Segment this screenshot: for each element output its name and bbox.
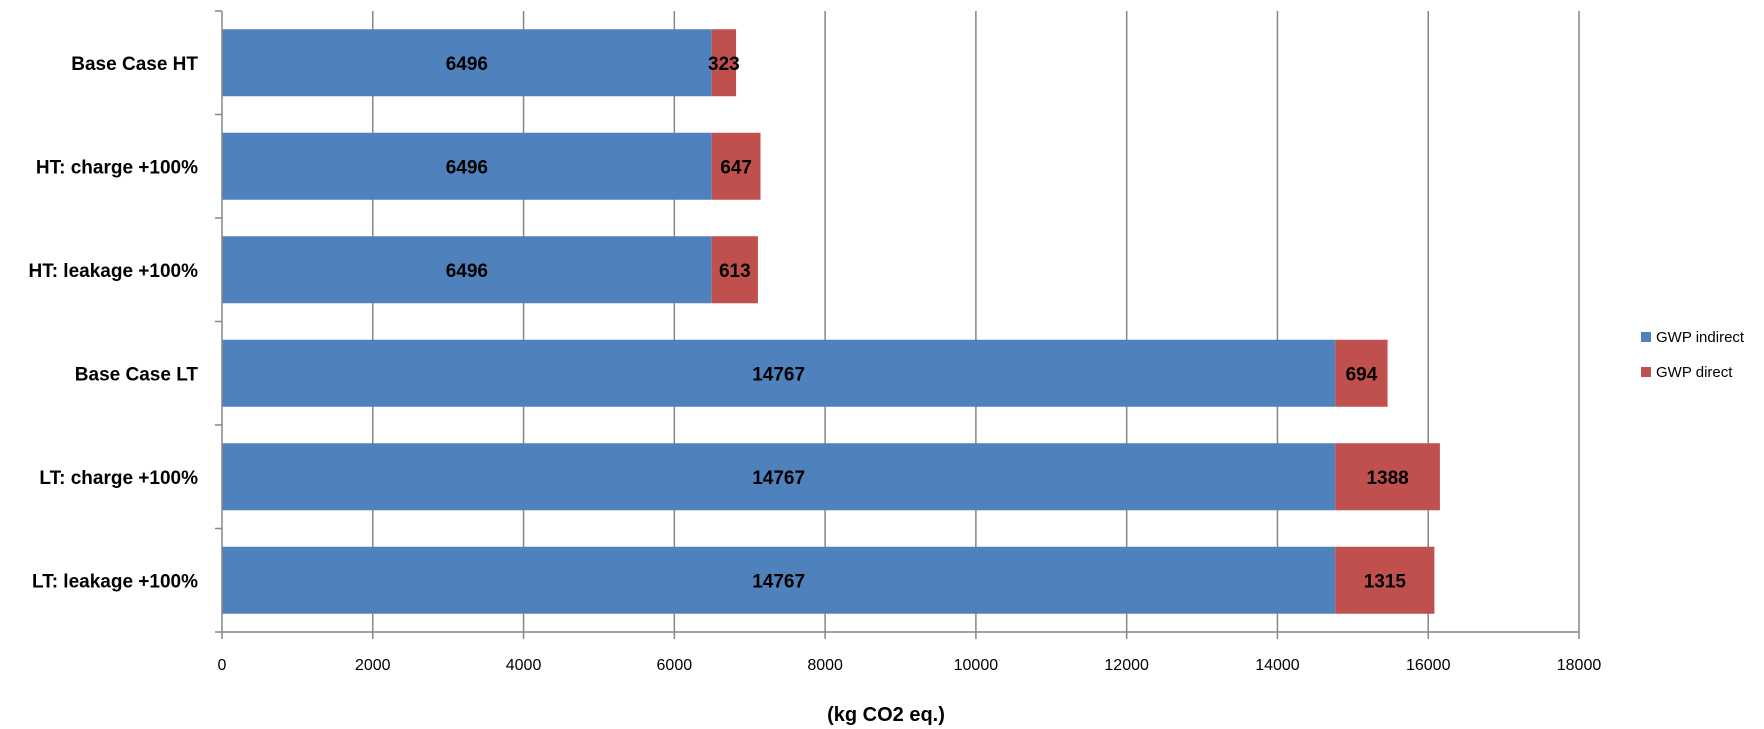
data-label: 1388 bbox=[1366, 468, 1408, 489]
x-tick-label: 6000 bbox=[657, 657, 693, 674]
data-label: 1315 bbox=[1364, 571, 1407, 592]
data-label: 6496 bbox=[446, 261, 488, 282]
bar-gwp-indirect bbox=[222, 236, 712, 304]
category-label: Base Case LT bbox=[75, 364, 199, 385]
bar-gwp-indirect bbox=[222, 443, 1336, 511]
gridlines bbox=[372, 11, 1580, 632]
x-tick-label: 4000 bbox=[506, 657, 542, 674]
bar-gwp-indirect bbox=[222, 29, 712, 97]
data-label: 613 bbox=[719, 261, 751, 282]
bar-gwp-direct bbox=[711, 236, 758, 304]
bars bbox=[222, 29, 1440, 614]
x-tick-label: 0 bbox=[218, 657, 227, 674]
data-label: 14767 bbox=[752, 468, 805, 489]
axes: 0 2000 4000 6000 8000 10000 12000 14000 16000 180… bbox=[215, 10, 1602, 674]
data-label: 6496 bbox=[446, 54, 488, 75]
data-label: 14767 bbox=[752, 364, 805, 385]
x-axis-title: (kg CO2 eq.) bbox=[827, 704, 945, 726]
x-tick-label: 14000 bbox=[1255, 657, 1300, 674]
x-tick-label: 12000 bbox=[1104, 657, 1149, 674]
data-label: 323 bbox=[708, 54, 740, 75]
bar-gwp-indirect bbox=[222, 132, 712, 200]
category-label: LT: leakage +100% bbox=[32, 571, 198, 592]
category-label: Base Case HT bbox=[71, 54, 198, 75]
bar-gwp-direct bbox=[1335, 339, 1388, 407]
bar-gwp-direct bbox=[1335, 443, 1440, 511]
x-tick-label: 16000 bbox=[1406, 657, 1451, 674]
x-tick-label: 18000 bbox=[1557, 657, 1602, 674]
data-label: 647 bbox=[720, 157, 752, 178]
bar-gwp-direct bbox=[711, 29, 737, 97]
legend-label: GWP indirect bbox=[1656, 329, 1745, 346]
category-label: LT: charge +100% bbox=[39, 468, 198, 489]
bar-gwp-indirect bbox=[222, 546, 1336, 614]
bar-gwp-direct bbox=[1335, 546, 1435, 614]
x-tick-label: 10000 bbox=[954, 657, 999, 674]
x-tick-label: 8000 bbox=[807, 657, 843, 674]
data-label: 14767 bbox=[752, 571, 805, 592]
category-label: HT: charge +100% bbox=[36, 157, 198, 178]
legend-swatch bbox=[1641, 332, 1651, 342]
legend-label: GWP direct bbox=[1656, 364, 1733, 381]
bar-gwp-direct bbox=[711, 132, 761, 200]
legend: GWP indirect GWP direct bbox=[1641, 329, 1745, 381]
data-labels: Base Case HT 6496 323 HT: charge +100% 6496 6… bbox=[28, 54, 1408, 593]
data-label: 6496 bbox=[446, 157, 488, 178]
legend-swatch bbox=[1641, 367, 1651, 377]
data-label: 694 bbox=[1346, 364, 1378, 385]
bar-gwp-indirect bbox=[222, 339, 1336, 407]
category-label: HT: leakage +100% bbox=[28, 261, 198, 282]
x-tick-label: 2000 bbox=[355, 657, 391, 674]
